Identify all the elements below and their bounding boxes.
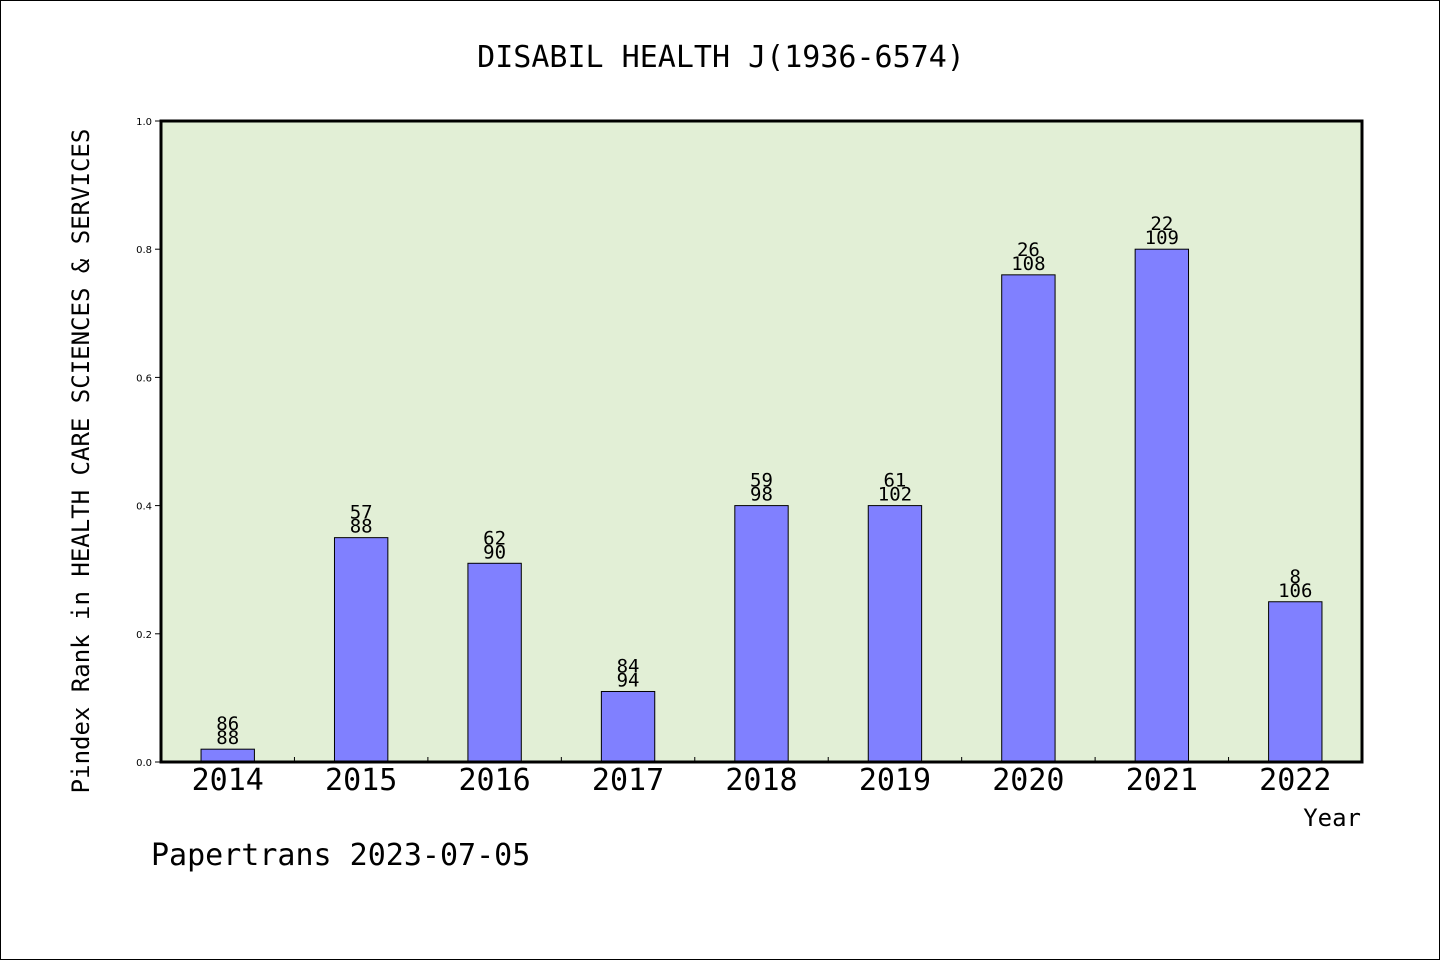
x-tick-label: 2016 (458, 763, 530, 798)
x-tick-label: 2020 (992, 763, 1064, 798)
bar (467, 562, 522, 763)
bar (333, 537, 389, 763)
y-tick-label: 0.6 (136, 373, 152, 384)
bar-total-label: 88 (216, 727, 239, 749)
bar-total-label: 109 (1145, 227, 1179, 249)
x-tick-label: 2018 (725, 763, 797, 798)
bar (734, 505, 789, 763)
bar-rank-label: 22 (1150, 213, 1173, 235)
y-tick-label: 0.4 (136, 502, 152, 513)
bar (1001, 274, 1056, 763)
bar-total-label: 94 (617, 669, 640, 691)
x-tick-label: 2019 (859, 763, 931, 798)
x-tick-label: 2022 (1259, 763, 1331, 798)
x-axis: 2014 2015 2016 2017 2018 2019 2020 2021 2022 (192, 757, 1331, 798)
footer-text: Papertrans 2023-07-05 (151, 838, 530, 873)
bar (1134, 248, 1190, 763)
y-tick-label: 0.2 (136, 630, 152, 641)
y-axis: 0.0 0.2 0.4 0.6 0.8 1.0 (136, 117, 161, 769)
bar-rank-label: 26 (1017, 239, 1040, 261)
bar-rank-label: 86 (216, 713, 239, 735)
bar-total-label: 98 (750, 484, 773, 506)
x-tick-label: 2021 (1126, 763, 1198, 798)
bar-rank-label: 61 (883, 470, 906, 492)
bar-rank-label: 62 (483, 527, 506, 549)
x-tick-label: 2017 (592, 763, 664, 798)
bar (600, 690, 656, 763)
y-axis-label: Pindex Rank in HEALTH CARE SCIENCES & SE… (67, 129, 95, 794)
y-tick-label: 1.0 (136, 117, 152, 128)
bar-rank-label: 84 (617, 655, 640, 677)
y-tick-label: 0.0 (136, 758, 152, 769)
x-tick-label: 2015 (325, 763, 397, 798)
bar (867, 505, 923, 763)
bar-total-label: 108 (1011, 253, 1045, 275)
bar-total-label: 88 (350, 516, 373, 538)
bar (1268, 601, 1323, 763)
bar (200, 748, 255, 763)
bar-total-label: 90 (483, 541, 506, 563)
bar-total-label: 102 (878, 484, 912, 506)
y-tick-label: 0.8 (136, 245, 152, 256)
bar-rank-label: 8 (1290, 566, 1301, 588)
x-axis-label: Year (1303, 804, 1361, 832)
bar-rank-label: 57 (350, 502, 373, 524)
x-tick-label: 2014 (192, 763, 264, 798)
bar-rank-label: 59 (750, 470, 773, 492)
chart-title: DISABIL HEALTH J(1936-6574) (477, 40, 965, 75)
plot-frame (159, 119, 1364, 764)
bar-total-label: 106 (1278, 580, 1312, 602)
